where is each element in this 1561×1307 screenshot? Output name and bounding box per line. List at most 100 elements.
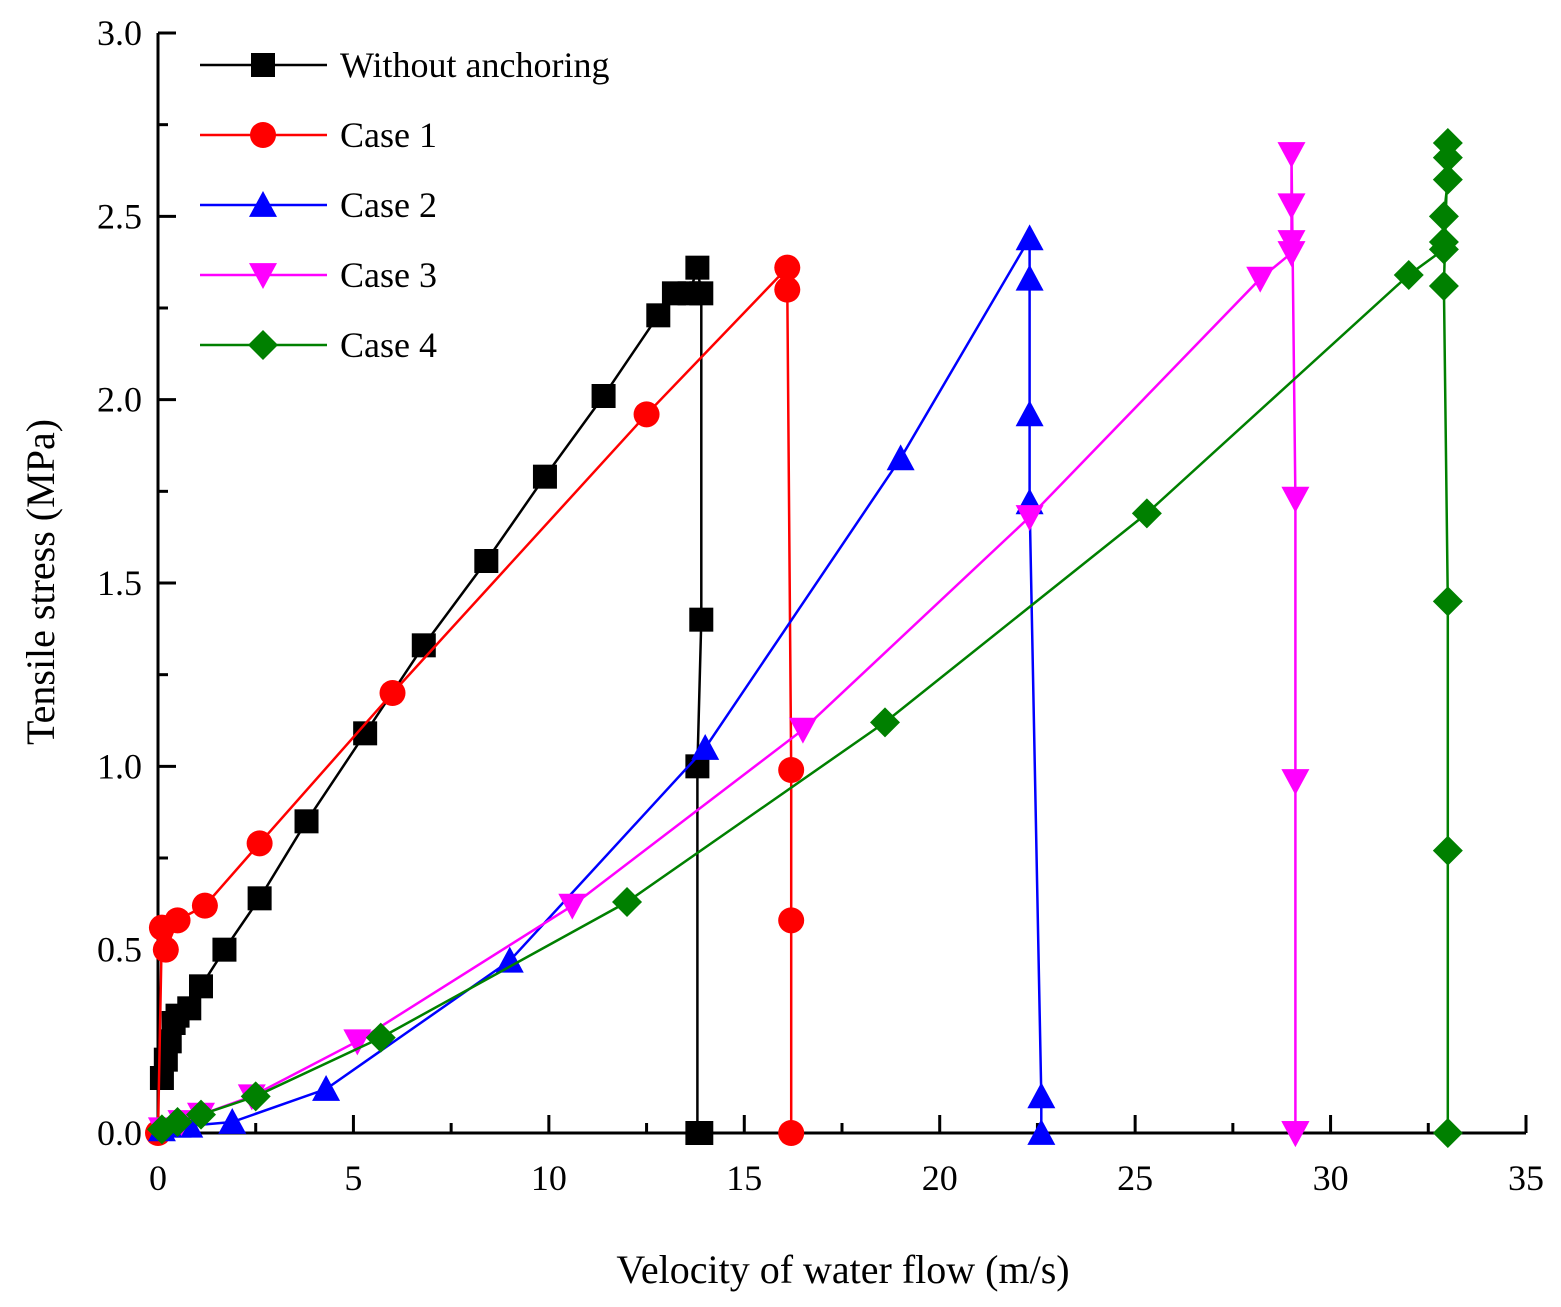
data-point xyxy=(188,974,213,999)
data-point xyxy=(294,809,319,834)
data-point xyxy=(1131,498,1162,529)
data-point xyxy=(1281,769,1310,795)
data-point xyxy=(162,1107,193,1137)
data-point xyxy=(685,255,710,280)
data-point xyxy=(774,276,801,303)
y-tick-label: 0.5 xyxy=(97,930,142,970)
data-point xyxy=(1246,266,1275,293)
y-tick-label: 2.5 xyxy=(97,196,142,236)
data-point xyxy=(411,633,436,658)
data-point xyxy=(778,1120,805,1146)
legend-label: Without anchoring xyxy=(340,45,610,85)
legend-label: Case 1 xyxy=(340,115,437,155)
data-point xyxy=(474,549,499,573)
series-without-anchoring xyxy=(149,255,714,1145)
data-point xyxy=(1432,128,1463,158)
data-point xyxy=(1432,586,1463,617)
data-point xyxy=(1277,193,1306,220)
data-point xyxy=(689,281,714,306)
data-point xyxy=(1432,164,1463,195)
data-point xyxy=(1281,1121,1310,1147)
legend-label: Case 2 xyxy=(340,185,437,225)
series-line xyxy=(160,267,703,1135)
data-point xyxy=(185,1099,216,1130)
data-point xyxy=(886,444,915,471)
series-case-1 xyxy=(145,254,805,1146)
legend-label: Case 3 xyxy=(340,255,437,295)
series-line xyxy=(161,153,1297,1133)
data-point xyxy=(1428,201,1459,232)
data-point xyxy=(1428,227,1459,257)
data-point xyxy=(612,887,643,917)
x-tick-label: 35 xyxy=(1508,1158,1544,1198)
data-point xyxy=(1015,400,1044,427)
x-tick-label: 25 xyxy=(1117,1158,1153,1198)
legend-item-case-1: Case 1 xyxy=(200,115,437,155)
data-point xyxy=(1428,271,1459,301)
data-point xyxy=(1393,260,1424,290)
data-point xyxy=(495,946,524,973)
y-axis-title: Tensile stress (MPa) xyxy=(18,419,63,745)
x-tick-label: 0 xyxy=(149,1158,167,1198)
y-tick-label: 2.0 xyxy=(97,380,142,420)
data-point xyxy=(212,937,237,962)
data-point xyxy=(558,893,587,920)
data-point xyxy=(774,254,801,281)
data-point xyxy=(1015,505,1044,531)
data-point xyxy=(312,1075,341,1101)
data-point xyxy=(1277,230,1306,256)
legend-marker xyxy=(251,53,275,77)
legend-item-case-3: Case 3 xyxy=(200,255,437,295)
data-point xyxy=(218,1108,247,1134)
y-tick-label: 0.0 xyxy=(97,1113,142,1153)
data-point xyxy=(788,717,817,744)
x-tick-label: 10 xyxy=(531,1158,567,1198)
x-tick-label: 15 xyxy=(726,1158,762,1198)
data-point xyxy=(177,996,202,1021)
data-point xyxy=(1432,835,1463,866)
series-case-2 xyxy=(147,224,1056,1145)
data-point xyxy=(240,1081,271,1112)
data-point xyxy=(1015,224,1044,251)
data-point xyxy=(379,680,406,706)
y-tick-label: 3.0 xyxy=(97,13,142,53)
data-point xyxy=(869,707,900,738)
data-point xyxy=(1281,486,1310,513)
legend: Without anchoring Case 1 Case 2 Case 3 Case … xyxy=(200,45,610,365)
data-point xyxy=(689,607,714,632)
legend-marker xyxy=(249,263,277,289)
data-point xyxy=(365,1022,396,1053)
data-point xyxy=(152,936,179,963)
x-tick-label: 5 xyxy=(344,1158,362,1198)
legend-marker xyxy=(250,122,276,148)
axes: 0 5 10 15 20 25 30 35 0.0 0.5 1.0 1.5 2.0 2.5 3.0 xyxy=(97,13,1544,1198)
legend-item-without-anchoring: Without anchoring xyxy=(200,45,610,85)
data-point xyxy=(633,401,660,428)
data-point xyxy=(247,886,272,911)
legend-item-case-2: Case 2 xyxy=(200,185,437,225)
data-point xyxy=(1432,1118,1463,1148)
data-point xyxy=(691,734,720,760)
series-layer xyxy=(145,128,1463,1148)
legend-item-case-4: Case 4 xyxy=(200,325,437,365)
x-tick-label: 30 xyxy=(1313,1158,1349,1198)
legend-marker xyxy=(248,330,278,360)
legend-marker xyxy=(249,191,277,217)
data-point xyxy=(778,907,805,934)
legend-label: Case 4 xyxy=(340,325,437,365)
data-point xyxy=(778,757,805,783)
data-point xyxy=(343,1029,372,1056)
data-point xyxy=(246,830,273,857)
data-point xyxy=(1027,1119,1056,1145)
data-point xyxy=(164,907,191,934)
x-tick-label: 20 xyxy=(922,1158,958,1198)
data-point xyxy=(646,303,671,328)
data-point xyxy=(1027,1082,1056,1109)
data-point xyxy=(1015,264,1044,291)
data-point xyxy=(532,464,557,489)
y-tick-label: 1.0 xyxy=(97,746,142,786)
x-axis-title: Velocity of water flow (m/s) xyxy=(616,1247,1069,1292)
series-case-3 xyxy=(147,142,1310,1147)
